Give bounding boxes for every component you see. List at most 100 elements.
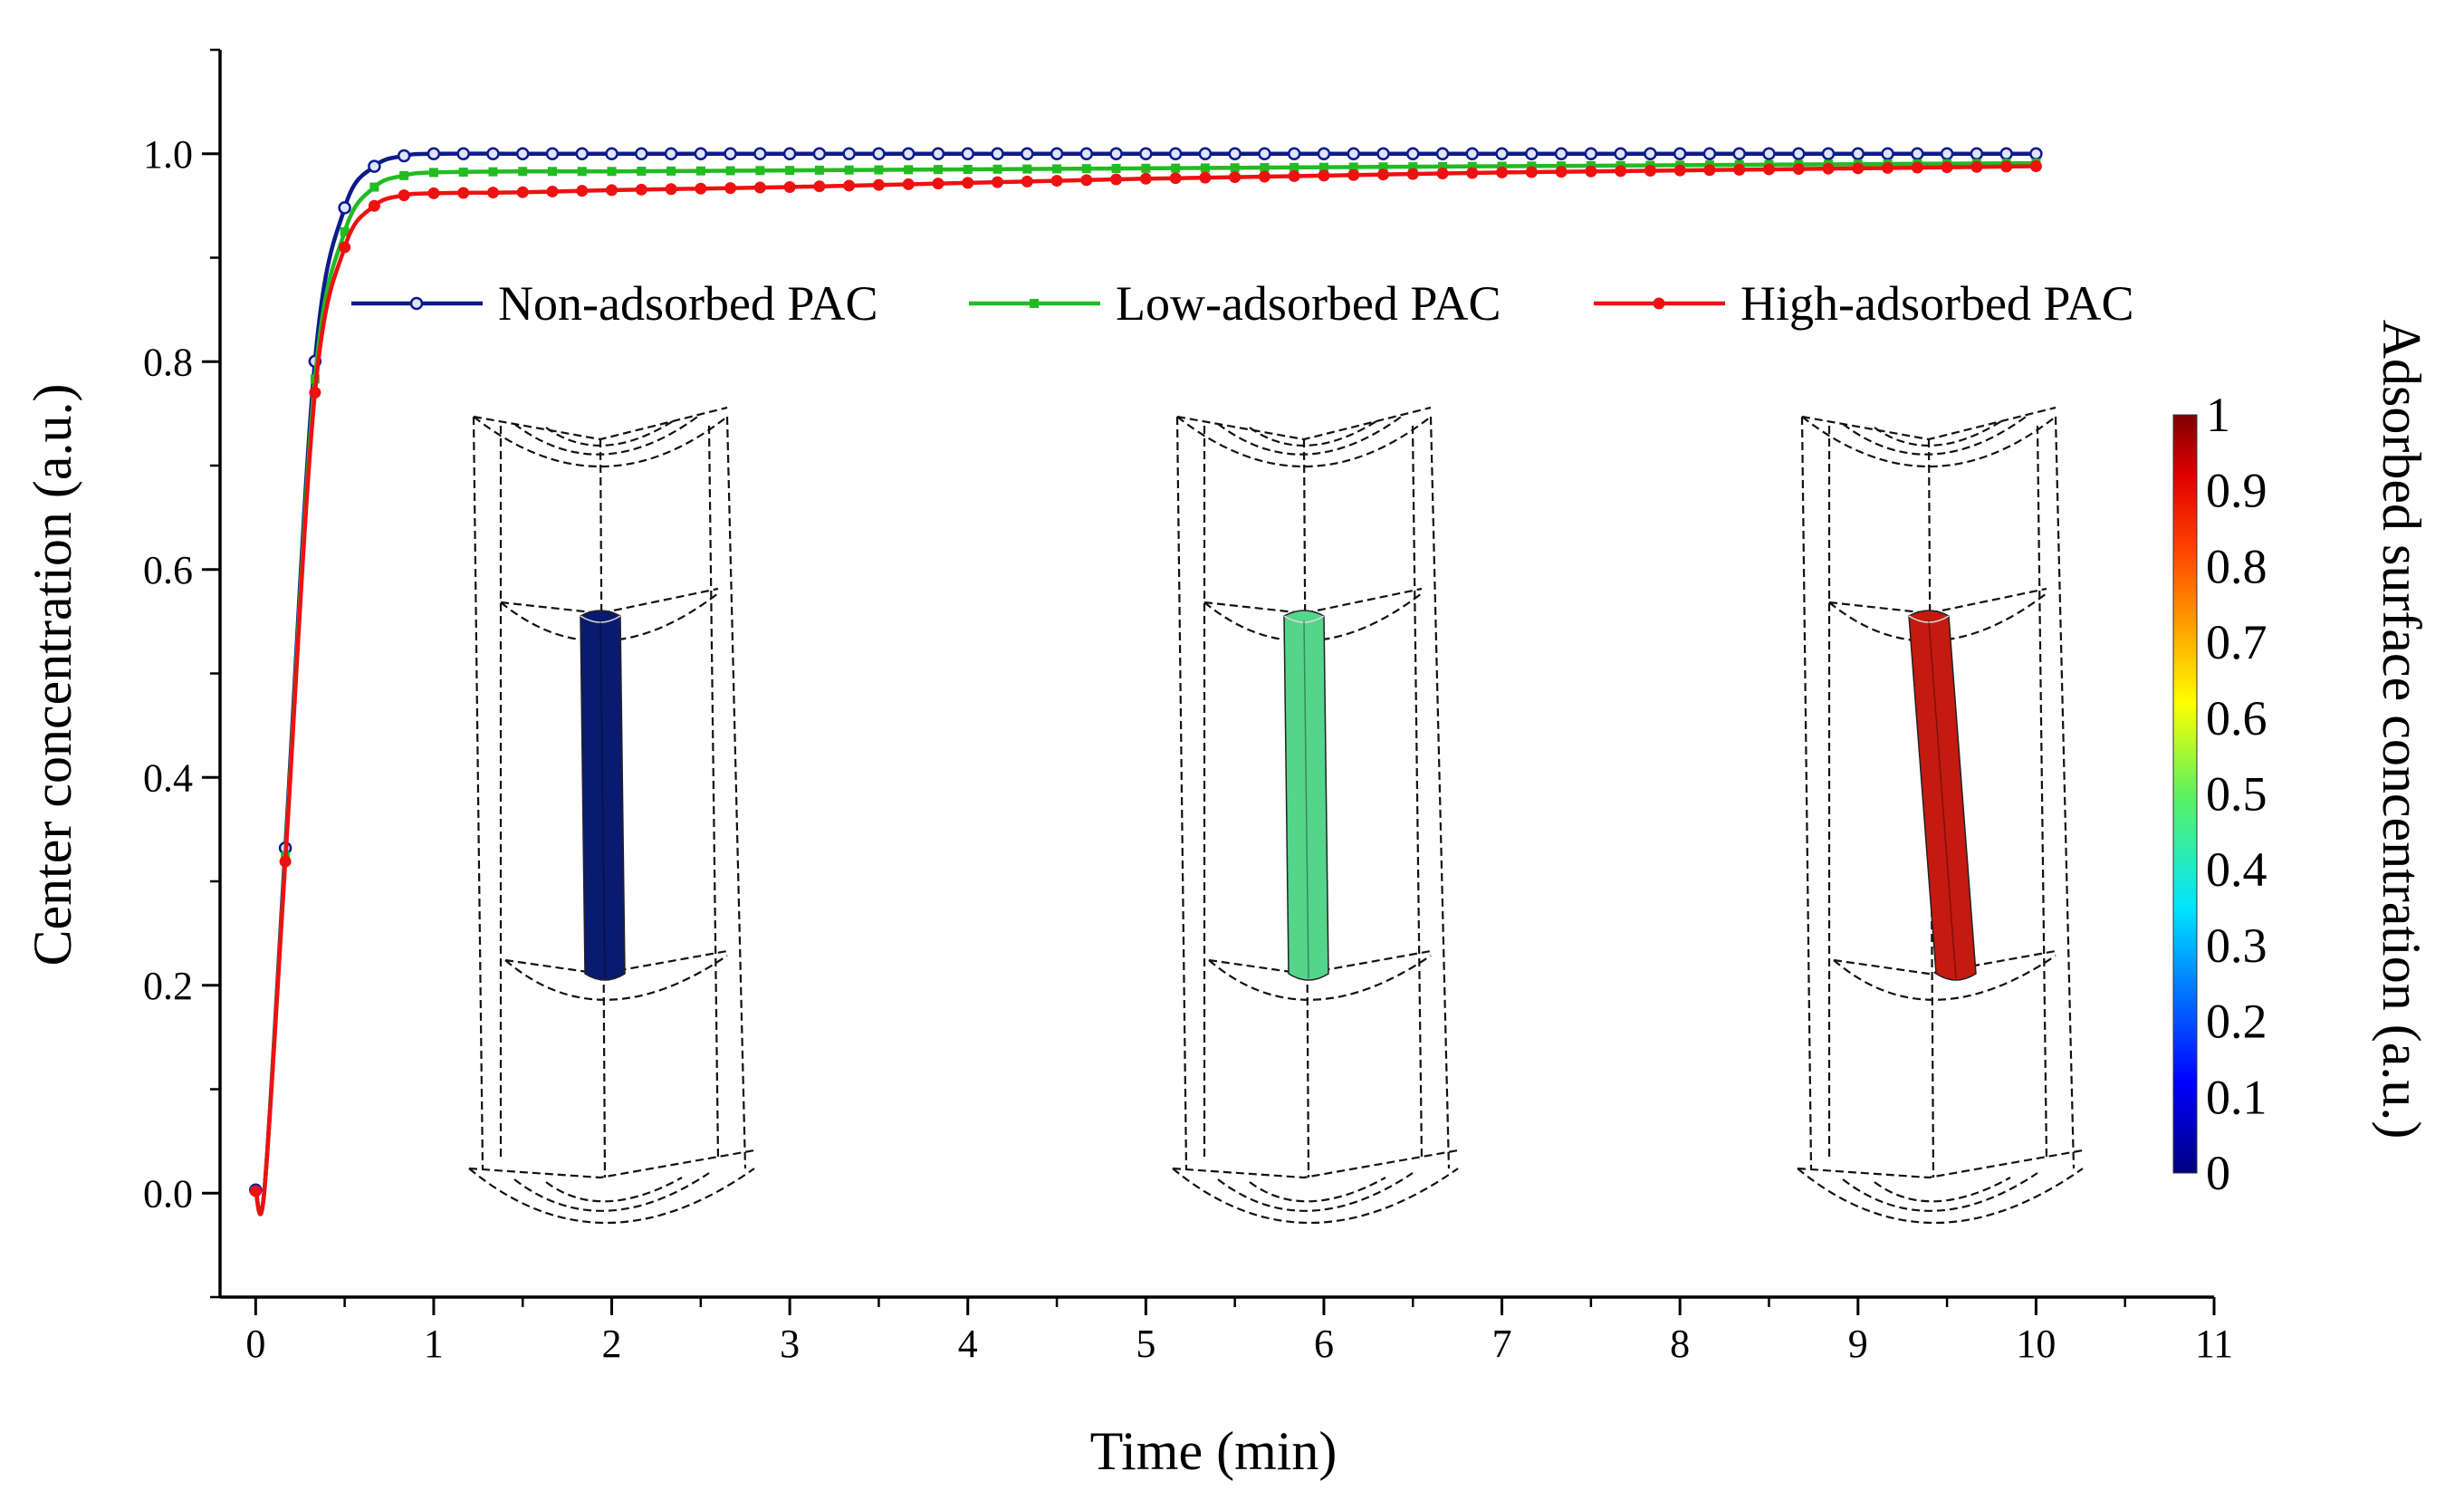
data-point <box>1881 147 1894 160</box>
data-point <box>1436 168 1449 180</box>
cylinder-plane <box>1208 955 1432 1001</box>
data-point <box>249 1185 262 1197</box>
cylinder-cap <box>1842 1172 2038 1212</box>
data-point <box>1228 147 1242 160</box>
data-point <box>516 186 529 198</box>
cylinder-cap <box>473 406 728 441</box>
x-tick-label: 2 <box>602 1322 622 1366</box>
cylinder-cap <box>1172 1149 1459 1179</box>
data-point <box>576 185 589 197</box>
data-point <box>1111 164 1121 174</box>
data-point <box>695 166 705 176</box>
cylinder-cap <box>1249 1177 1386 1203</box>
data-point <box>694 147 708 160</box>
cylinder-cap <box>1842 414 2029 456</box>
cylinder-plane <box>500 587 719 615</box>
legend: Non-adsorbed PAC Low-adsorbed PAC High-ads… <box>351 276 2134 331</box>
y-tick-label: 1.0 <box>143 132 193 177</box>
cylinder-edge <box>1175 416 1188 1169</box>
data-point <box>1653 297 1665 310</box>
cylinder-cap <box>1249 420 1377 447</box>
pac-rod <box>1283 610 1329 981</box>
x-tick-label: 4 <box>958 1322 978 1366</box>
data-point <box>1139 172 1152 185</box>
colorbar: 0 0.1 0.2 0.3 0.4 0.5 0.6 0.7 0.8 0.9 1 <box>2172 388 2267 1200</box>
data-point <box>1467 161 1477 171</box>
pac-rod <box>580 610 626 981</box>
data-point <box>427 147 441 160</box>
data-point <box>962 177 974 189</box>
data-point <box>488 167 498 177</box>
cylinder-cap <box>513 1172 710 1212</box>
data-point <box>279 855 292 868</box>
data-point <box>339 241 351 254</box>
data-point <box>1882 161 1894 174</box>
data-point <box>1525 166 1538 178</box>
data-point <box>904 165 914 175</box>
x-tick-label: 8 <box>1670 1322 1690 1366</box>
data-point <box>1141 163 1151 173</box>
colorbar-tick-label: 0.3 <box>2206 918 2267 973</box>
data-point <box>1466 167 1479 179</box>
colorbar-tick-label: 1 <box>2206 388 2230 442</box>
data-point <box>1408 162 1418 172</box>
colorbar-tick-label: 0.7 <box>2206 615 2267 669</box>
data-point <box>1970 147 1984 160</box>
data-point <box>458 168 468 178</box>
colorbar-tick-label: 0 <box>2206 1146 2230 1200</box>
data-point <box>1911 147 1924 160</box>
cylinder-edge <box>2036 425 2048 1160</box>
data-point <box>932 178 944 190</box>
data-point <box>1290 162 1299 172</box>
data-point <box>814 165 824 175</box>
data-point <box>1021 175 1033 188</box>
data-point <box>1555 166 1568 178</box>
data-point <box>812 147 827 160</box>
data-point <box>1288 169 1300 182</box>
data-point <box>1999 147 2013 160</box>
data-point <box>1614 147 1627 160</box>
data-point <box>1792 147 1806 160</box>
data-point <box>1673 147 1687 160</box>
cylinder-edge <box>1411 425 1424 1160</box>
colorbar-tick-label: 0.6 <box>2206 691 2267 745</box>
data-point <box>1941 161 1953 174</box>
data-point <box>1554 147 1568 160</box>
colorbar-tick-label: 0.2 <box>2206 995 2267 1049</box>
cylinder-cap <box>1801 406 2057 441</box>
data-point <box>1287 147 1301 160</box>
cylinder-edge <box>707 425 720 1160</box>
data-point <box>1495 147 1509 160</box>
cylinder-cap <box>468 1149 755 1179</box>
colorbar-tick-label: 0.5 <box>2206 767 2267 822</box>
data-point <box>605 147 618 160</box>
colorbar-gradient <box>2172 414 2198 1174</box>
cylinder-cap <box>545 420 674 447</box>
data-point <box>368 199 380 212</box>
colorbar-tick-label: 0.4 <box>2206 842 2267 897</box>
y-tick-label: 0.6 <box>143 548 193 592</box>
data-point <box>1644 147 1657 160</box>
x-tick-label: 10 <box>2016 1322 2056 1366</box>
data-point <box>398 189 410 202</box>
data-point <box>1585 165 1597 178</box>
data-point <box>409 296 424 311</box>
legend-label: Non-adsorbed PAC <box>498 276 878 331</box>
data-point <box>1347 168 1360 181</box>
data-point <box>457 187 470 199</box>
data-point <box>1702 147 1717 160</box>
data-point <box>575 147 590 160</box>
pac-rod-top <box>580 615 621 623</box>
y-axis-title: Center concentration (a.u.) <box>23 383 82 966</box>
x-tick-label: 6 <box>1314 1322 1334 1366</box>
data-point <box>992 176 1004 188</box>
cylinder-plane <box>1203 592 1423 642</box>
data-point <box>1525 147 1539 160</box>
data-point <box>992 164 1002 174</box>
data-point <box>844 165 854 175</box>
pac-rod-edge <box>1303 620 1309 979</box>
data-point <box>843 179 856 192</box>
cylinder-cap <box>1217 414 1405 456</box>
data-point <box>1200 163 1210 173</box>
